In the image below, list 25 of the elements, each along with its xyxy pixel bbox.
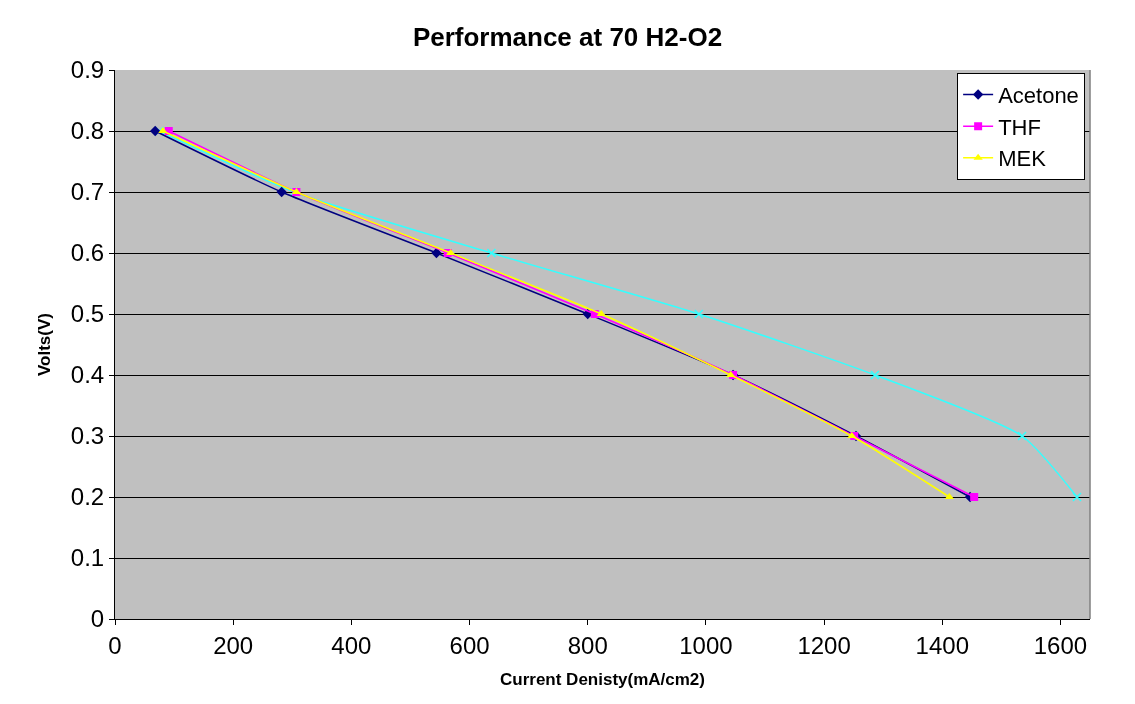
y-tick-label: 0.3 [70,422,105,450]
x-tick-label: 1400 [915,631,969,659]
x-tick-label: 600 [449,631,490,659]
x-tick-label: 200 [213,631,254,659]
x-tick-label: 800 [567,631,608,659]
chart-title: Performance at 70 H2-O2 [412,22,723,53]
y-tick-label: 0.6 [70,239,105,267]
y-tick-label: 0.8 [70,117,105,145]
y-axis-title: Volts(V) [35,313,55,376]
x-tick-label: 1000 [679,631,733,659]
x-axis-title: Current Denisty(mA/cm2) [500,670,705,690]
y-tick-label: 0 [90,605,105,633]
y-tick-label: 0.5 [70,300,105,328]
legend-label: Acetone [998,83,1079,109]
x-tick-label: 1600 [1033,631,1088,659]
x-tick-label: 400 [331,631,372,659]
x-tick-label: 0 [108,631,122,659]
y-tick-label: 0.2 [70,483,105,511]
y-tick-label: 0.7 [70,178,105,206]
legend-label: THF [998,114,1041,140]
x-tick-label: 1200 [797,631,851,659]
y-tick-label: 0.4 [70,361,105,389]
legend-label: MEK [998,146,1047,172]
y-tick-label: 0.9 [70,56,105,84]
y-tick-label: 0.1 [70,544,105,572]
